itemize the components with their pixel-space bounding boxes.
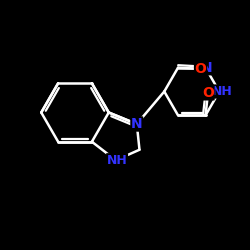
Text: O: O (194, 62, 206, 76)
Text: NH: NH (212, 85, 232, 98)
Text: NH: NH (107, 154, 128, 167)
Text: N: N (201, 61, 212, 75)
Text: O: O (202, 86, 214, 100)
Text: N: N (131, 117, 142, 131)
